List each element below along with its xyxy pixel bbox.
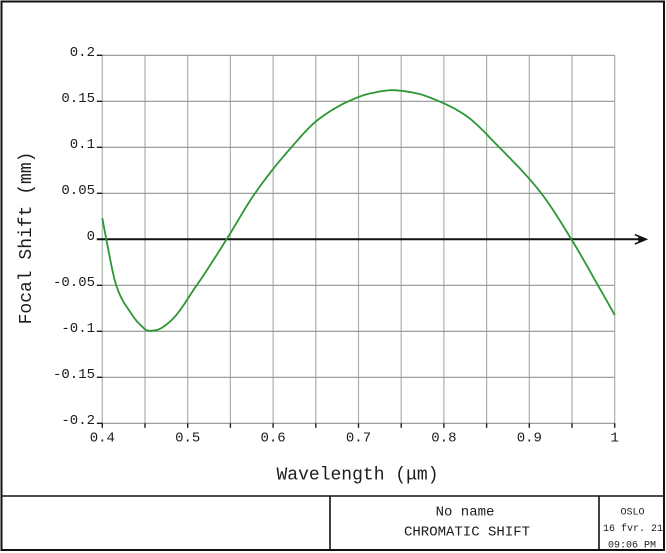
svg-text:0.7: 0.7 xyxy=(346,431,371,447)
svg-text:Focal Shift (mm): Focal Shift (mm) xyxy=(17,152,37,325)
svg-text:-0.1: -0.1 xyxy=(61,321,95,337)
svg-text:No name: No name xyxy=(436,505,495,521)
svg-text:0.15: 0.15 xyxy=(61,91,95,107)
svg-text:0.4: 0.4 xyxy=(90,431,115,447)
svg-text:1: 1 xyxy=(610,431,618,447)
svg-text:09:06 PM: 09:06 PM xyxy=(608,541,656,552)
svg-text:OSLO: OSLO xyxy=(620,508,644,519)
svg-text:0.05: 0.05 xyxy=(61,183,95,199)
svg-text:0.1: 0.1 xyxy=(70,137,95,153)
svg-text:0.8: 0.8 xyxy=(431,431,456,447)
svg-text:-0.15: -0.15 xyxy=(53,367,95,383)
svg-text:0.2: 0.2 xyxy=(70,45,95,61)
svg-text:Wavelength (μm): Wavelength (μm) xyxy=(276,466,438,486)
svg-text:0.5: 0.5 xyxy=(175,431,200,447)
svg-text:CHROMATIC SHIFT: CHROMATIC SHIFT xyxy=(404,525,530,541)
svg-text:0: 0 xyxy=(87,229,95,245)
svg-text:0.9: 0.9 xyxy=(517,431,542,447)
svg-text:-0.05: -0.05 xyxy=(53,275,95,291)
svg-text:0.6: 0.6 xyxy=(260,431,285,447)
svg-text:-0.2: -0.2 xyxy=(61,413,95,429)
svg-text:16 fvr. 21: 16 fvr. 21 xyxy=(603,523,663,535)
